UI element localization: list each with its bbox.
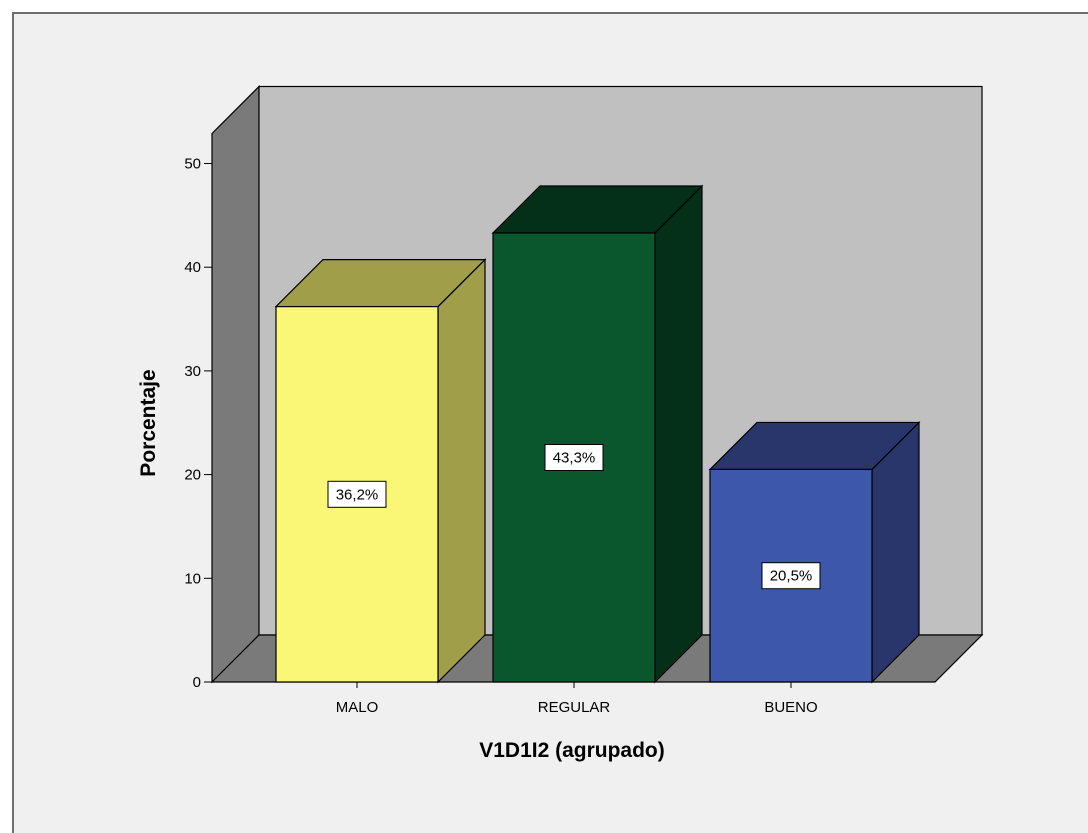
x-tick-label: MALO xyxy=(336,699,379,716)
y-tick-label: 10 xyxy=(184,570,201,587)
bar-bueno: 20,5% xyxy=(708,420,921,684)
y-axis-title: Porcentaje xyxy=(137,369,160,476)
bar-side xyxy=(654,184,703,684)
category-labels: MALO REGULAR BUENO xyxy=(336,682,818,716)
y-axis: 0 10 20 30 40 50 xyxy=(184,133,213,691)
x-tick-label: REGULAR xyxy=(538,699,611,716)
y-tick-label: 20 xyxy=(184,467,201,484)
data-label: 36,2% xyxy=(336,486,379,503)
data-label: 43,3% xyxy=(553,449,596,466)
data-label-box xyxy=(327,480,387,508)
data-label-box xyxy=(761,562,821,590)
data-label-box xyxy=(544,443,604,471)
bar-malo: 36,2% xyxy=(274,258,487,684)
bars: 36,2% 43,3% 20,5% xyxy=(274,184,921,684)
y-tick-label: 0 xyxy=(193,674,201,691)
y-tick-label: 30 xyxy=(184,363,201,380)
side-wall xyxy=(211,85,260,684)
x-axis-title: V1D1I2 (agrupado) xyxy=(479,739,665,762)
y-tick-label: 50 xyxy=(184,156,201,173)
x-tick-label: BUENO xyxy=(764,699,817,716)
bar-side xyxy=(437,258,486,684)
data-label: 20,5% xyxy=(770,568,813,585)
y-tick-label: 40 xyxy=(184,259,201,276)
bar-regular: 43,3% xyxy=(491,184,704,684)
